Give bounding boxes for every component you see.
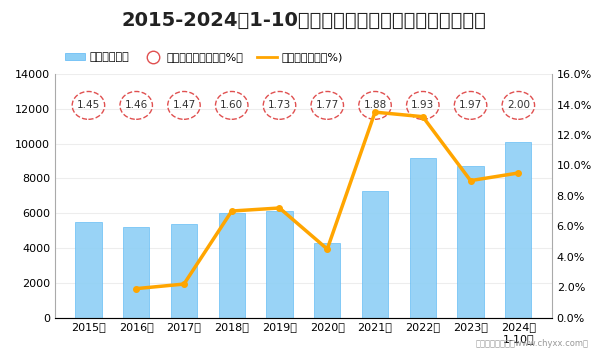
Bar (266, 211, 293, 318)
Bar (362, 191, 388, 318)
Bar (458, 166, 484, 318)
Text: 1.97: 1.97 (459, 101, 482, 111)
Text: 1.93: 1.93 (411, 101, 435, 111)
Bar (123, 227, 149, 318)
Text: 2015-2024年1-10月广西壮族自治区工业企业数统计图: 2015-2024年1-10月广西壮族自治区工业企业数统计图 (121, 11, 486, 30)
Text: 1.60: 1.60 (220, 101, 243, 111)
Bar (75, 222, 101, 318)
Bar (410, 158, 436, 318)
Text: 1.88: 1.88 (364, 101, 387, 111)
Text: 2.00: 2.00 (507, 101, 530, 111)
Text: 1.73: 1.73 (268, 101, 291, 111)
Text: 1.46: 1.46 (124, 101, 148, 111)
Bar (171, 224, 197, 318)
Bar (505, 142, 532, 318)
Text: 1.77: 1.77 (316, 101, 339, 111)
Legend: 企业数（个）, 占全国企业数比重（%）, 企业同比增速（%): 企业数（个）, 占全国企业数比重（%）, 企业同比增速（%) (61, 48, 347, 67)
Text: 制图：智研咨询（www.chyxx.com）: 制图：智研咨询（www.chyxx.com） (476, 339, 589, 348)
Bar (219, 213, 245, 318)
Bar (314, 243, 341, 318)
Text: 1.47: 1.47 (172, 101, 195, 111)
Text: 1.45: 1.45 (77, 101, 100, 111)
